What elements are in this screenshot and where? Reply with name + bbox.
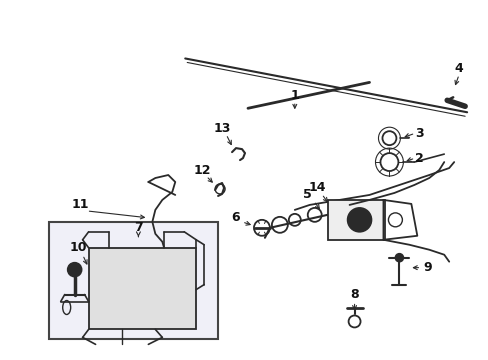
Text: 12: 12 bbox=[193, 163, 210, 176]
Bar bbox=[327, 200, 385, 240]
Text: 13: 13 bbox=[213, 122, 230, 135]
Text: 2: 2 bbox=[414, 152, 423, 165]
Circle shape bbox=[395, 254, 403, 262]
Text: 11: 11 bbox=[72, 198, 89, 211]
Bar bbox=[88, 248, 196, 329]
Text: 8: 8 bbox=[349, 288, 358, 301]
Text: 14: 14 bbox=[308, 181, 326, 194]
Text: 10: 10 bbox=[70, 241, 87, 254]
Text: 5: 5 bbox=[303, 188, 311, 202]
Text: 3: 3 bbox=[414, 127, 423, 140]
Circle shape bbox=[67, 263, 81, 276]
Text: 1: 1 bbox=[290, 89, 299, 102]
Text: 6: 6 bbox=[231, 211, 240, 224]
Text: 9: 9 bbox=[422, 261, 431, 274]
Circle shape bbox=[347, 208, 371, 232]
Bar bbox=[49, 222, 218, 339]
Text: 4: 4 bbox=[454, 62, 463, 75]
Text: 7: 7 bbox=[134, 221, 142, 234]
